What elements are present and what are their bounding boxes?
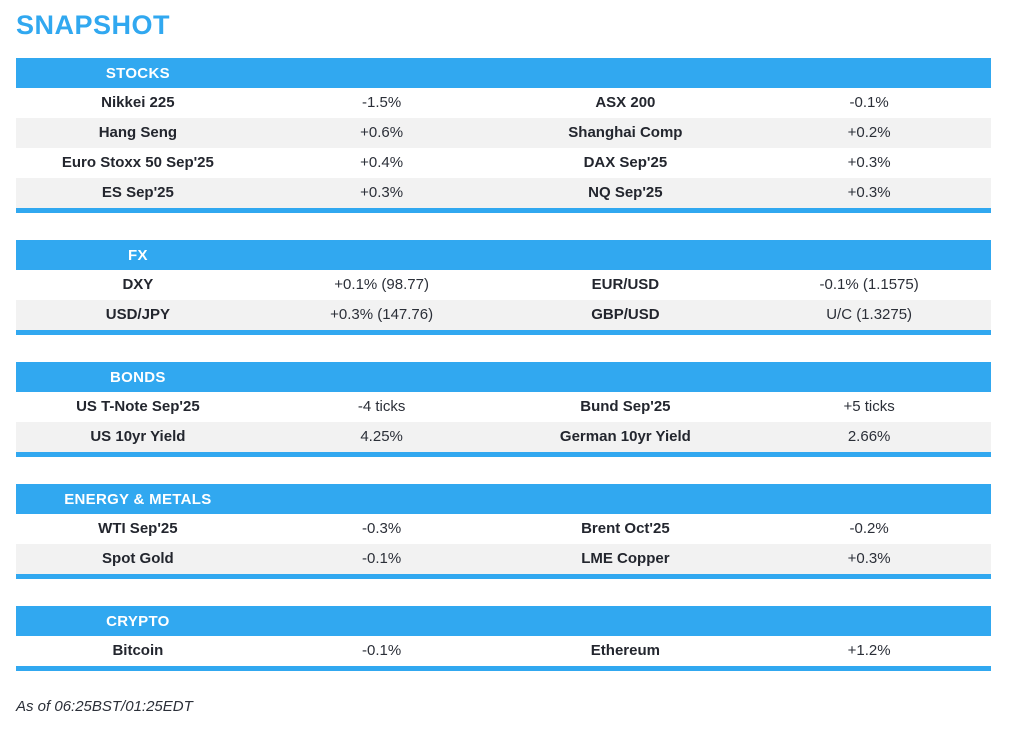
instrument-value: 2.66% — [847, 428, 891, 445]
instrument-name: WTI Sep'25 — [98, 520, 178, 537]
table-row: Spot Gold -0.1% LME Copper +0.3% — [16, 544, 991, 574]
instrument-name: NQ Sep'25 — [588, 184, 663, 201]
instrument-name: Euro Stoxx 50 Sep'25 — [61, 154, 214, 171]
instrument-value: +0.3% (147.76) — [330, 306, 434, 323]
instrument-name: Spot Gold — [102, 550, 174, 567]
instrument-name: USD/JPY — [105, 306, 170, 323]
instrument-name: Nikkei 225 — [101, 94, 175, 111]
instrument-name: US T-Note Sep'25 — [76, 398, 200, 415]
instrument-name: German 10yr Yield — [559, 428, 691, 445]
sections-container: STOCKS Nikkei 225 -1.5% ASX 200 -0.1% Hang Se… — [16, 58, 1014, 671]
section-label: FX — [127, 246, 148, 264]
instrument-name: ASX 200 — [595, 94, 656, 111]
instrument-value: -0.1% (1.1575) — [819, 276, 919, 293]
instrument-name: ES Sep'25 — [101, 184, 174, 201]
instrument-value: +0.4% — [360, 154, 404, 171]
instrument-value: +0.3% — [360, 184, 404, 201]
instrument-value: -0.1% — [362, 642, 402, 659]
instrument-name: Brent Oct'25 — [581, 520, 670, 537]
instrument-name: Bitcoin — [112, 642, 164, 659]
instrument-value: +0.2% — [847, 124, 891, 141]
table-row: Bitcoin -0.1% Ethereum +1.2% — [16, 636, 991, 666]
instrument-value: -0.3% — [362, 520, 402, 537]
instrument-name: DAX Sep'25 — [583, 154, 668, 171]
instrument-value: +1.2% — [847, 642, 891, 659]
section-label: ENERGY & METALS — [64, 490, 212, 508]
instrument-value: +0.1% (98.77) — [334, 276, 429, 293]
section-energy-metals: ENERGY & METALS WTI Sep'25 -0.3% Brent Oct'… — [16, 484, 991, 579]
instrument-value: +0.3% — [847, 550, 891, 567]
section-label: STOCKS — [105, 64, 170, 82]
instrument-value: -1.5% — [362, 94, 402, 111]
table-row: DXY +0.1% (98.77) EUR/USD -0.1% (1.1575) — [16, 270, 991, 300]
instrument-name: US 10yr Yield — [90, 428, 186, 445]
table-row: Euro Stoxx 50 Sep'25 +0.4% DAX Sep'25 +0.3% — [16, 148, 991, 178]
instrument-name: DXY — [122, 276, 154, 293]
instrument-name: LME Copper — [581, 550, 670, 567]
page-title: SNAPSHOT — [16, 10, 171, 40]
instrument-value: -4 ticks — [357, 398, 406, 415]
instrument-name: EUR/USD — [591, 276, 660, 293]
section-fx: FX DXY +0.1% (98.77) EUR/USD -0.1% (1.1575) U… — [16, 240, 991, 335]
instrument-name: Ethereum — [590, 642, 660, 659]
instrument-name: Shanghai Comp — [568, 124, 683, 141]
instrument-name: Hang Seng — [98, 124, 178, 141]
table-row: US T-Note Sep'25 -4 ticks Bund Sep'25 +5 ti… — [16, 392, 991, 422]
instrument-value: U/C (1.3275) — [826, 306, 913, 323]
section-label: BONDS — [110, 368, 166, 386]
instrument-value: -0.2% — [849, 520, 889, 537]
instrument-value: -0.1% — [362, 550, 402, 567]
section-accent-bar — [16, 666, 991, 671]
instrument-name: GBP/USD — [591, 306, 660, 323]
section-header-bonds: BONDS — [16, 362, 991, 392]
section-header-energy-metals: ENERGY & METALS — [16, 484, 991, 514]
section-header-crypto: CRYPTO — [16, 606, 991, 636]
section-accent-bar — [16, 452, 991, 457]
table-row: US 10yr Yield 4.25% German 10yr Yield 2.66% — [16, 422, 991, 452]
section-bonds: BONDS US T-Note Sep'25 -4 ticks Bund Sep'25… — [16, 362, 991, 457]
table-row: WTI Sep'25 -0.3% Brent Oct'25 -0.2% — [16, 514, 991, 544]
instrument-value: +0.3% — [847, 154, 891, 171]
table-row: Hang Seng +0.6% Shanghai Comp +0.2% — [16, 118, 991, 148]
section-crypto: CRYPTO Bitcoin -0.1% Ethereum +1.2% — [16, 606, 991, 671]
section-stocks: STOCKS Nikkei 225 -1.5% ASX 200 -0.1% Hang Se… — [16, 58, 991, 213]
section-header-fx: FX — [16, 240, 991, 270]
section-accent-bar — [16, 208, 991, 213]
instrument-name: Bund Sep'25 — [580, 398, 671, 415]
table-row: Nikkei 225 -1.5% ASX 200 -0.1% — [16, 88, 991, 118]
instrument-value: 4.25% — [360, 428, 403, 445]
section-accent-bar — [16, 330, 991, 335]
instrument-value: +0.3% — [847, 184, 891, 201]
table-row: ES Sep'25 +0.3% NQ Sep'25 +0.3% — [16, 178, 991, 208]
section-header-stocks: STOCKS — [16, 58, 991, 88]
timestamp-note: As of 06:25BST/01:25EDT — [16, 698, 193, 715]
snapshot-page: SNAPSHOT STOCKS Nikkei 225 -1.5% ASX 200 -0.… — [16, 10, 1014, 715]
table-row: USD/JPY +0.3% (147.76) GBP/USD U/C (1.3275) — [16, 300, 991, 330]
instrument-value: +5 ticks — [843, 398, 895, 415]
instrument-value: +0.6% — [360, 124, 404, 141]
section-label: CRYPTO — [106, 612, 170, 630]
section-accent-bar — [16, 574, 991, 579]
instrument-value: -0.1% — [849, 94, 889, 111]
